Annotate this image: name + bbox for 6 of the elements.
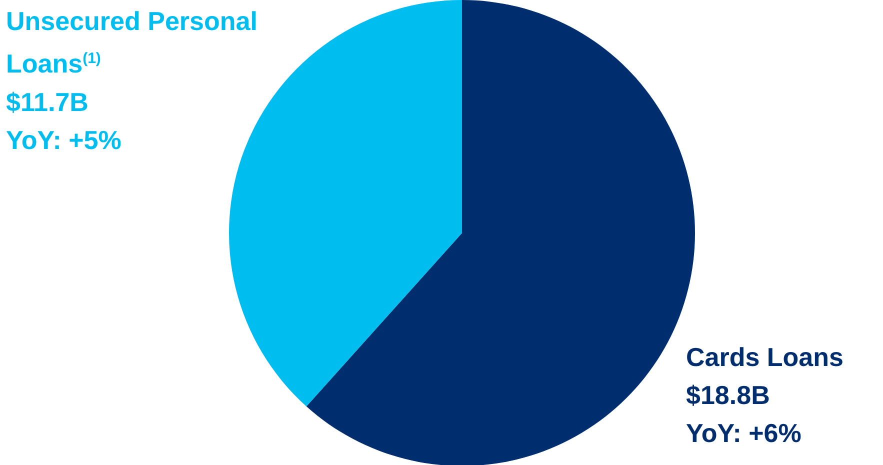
- text: YoY: +6%: [686, 417, 802, 450]
- data-label: $11.7B: [6, 86, 90, 119]
- slice-label: Unsecured Personal Loans$^{(1)}$: [6, 5, 258, 81]
- data-label: $18.8B: [686, 379, 771, 412]
- text: YoY: +5%: [6, 124, 122, 157]
- slice-label: Cards Loans: [686, 341, 844, 374]
